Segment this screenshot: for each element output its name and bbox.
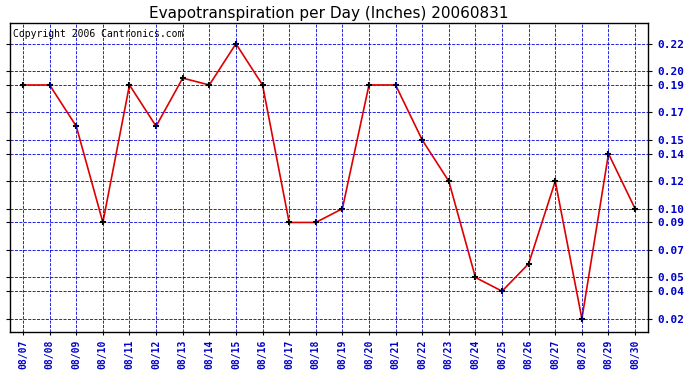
Title: Evapotranspiration per Day (Inches) 20060831: Evapotranspiration per Day (Inches) 2006… bbox=[149, 6, 509, 21]
Text: Copyright 2006 Cantronics.com: Copyright 2006 Cantronics.com bbox=[13, 29, 184, 39]
